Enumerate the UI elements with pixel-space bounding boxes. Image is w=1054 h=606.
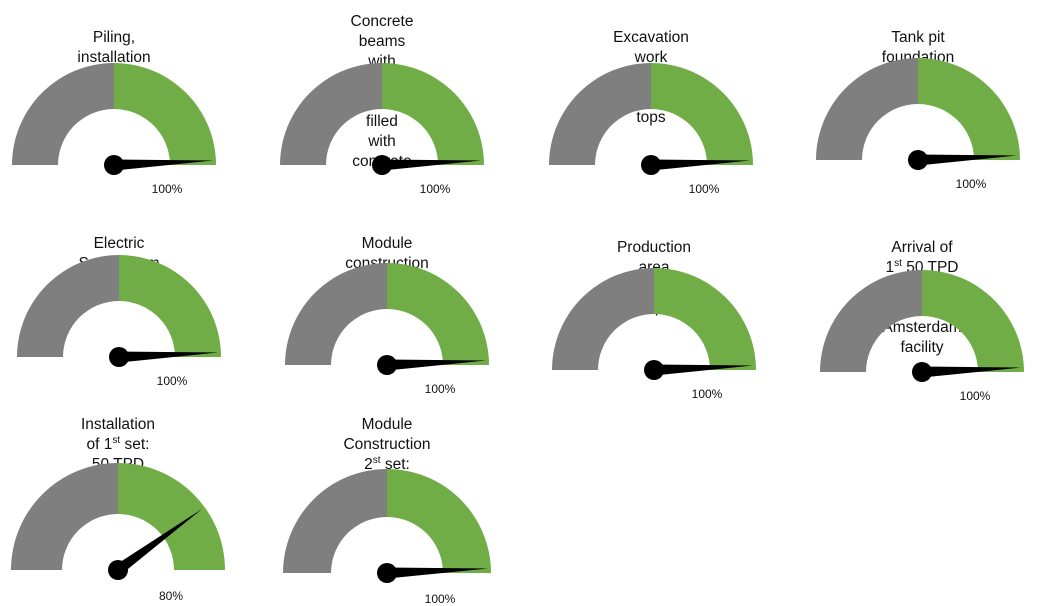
gauge-needle-hub: [108, 560, 128, 580]
gauge-value-label: 100%: [419, 182, 451, 196]
gauge-arc-left: [280, 63, 382, 165]
gauge-arc-right: [114, 63, 216, 165]
gauge-needle-hub: [377, 563, 397, 583]
gauge-arc-right: [119, 255, 221, 357]
gauge-needle: [917, 154, 1017, 166]
gauge-arc-left: [820, 270, 922, 372]
gauge-arc-left: [17, 255, 119, 357]
gauge-needle-hub: [109, 347, 129, 367]
gauge-value-label: 100%: [424, 382, 456, 396]
gauge-needle: [381, 159, 481, 171]
gauge-title-line: Module Construction 2st set:: [343, 415, 430, 475]
gauge-arc-right: [918, 58, 1020, 160]
gauge-needle-hub: [644, 360, 664, 380]
gauge-needle: [650, 159, 750, 171]
gauge-value-label: 100%: [691, 387, 723, 401]
gauge-needle-hub: [641, 155, 661, 175]
gauge-title-text: tops: [636, 109, 666, 126]
gauge-title-text: set:: [380, 456, 410, 473]
gauge-title-text: Module Construction 2: [343, 416, 431, 473]
gauge-arc-right: [118, 463, 225, 570]
gauge-title-superscript: st: [112, 434, 121, 446]
gauge-arc-right: [387, 263, 489, 365]
gauge-arc-right: [382, 63, 484, 165]
gauge-value-label: 100%: [955, 177, 987, 191]
gauge-arc-left: [816, 58, 918, 160]
gauge-arc-left: [549, 63, 651, 165]
gauge-needle: [113, 159, 213, 171]
gauge-arc-right: [922, 270, 1024, 372]
gauge-arc-right: [654, 268, 756, 370]
gauge-value-label: 100%: [156, 374, 188, 388]
gauge-arc-right: [387, 469, 491, 573]
gauge-value-label: 100%: [151, 182, 183, 196]
gauge-value-label: 100%: [688, 182, 720, 196]
gauge-needle: [114, 508, 203, 575]
gauge-needle-hub: [104, 155, 124, 175]
gauge-needle: [653, 364, 753, 376]
gauge-needle-hub: [912, 362, 932, 382]
gauge-value-label: 80%: [158, 589, 184, 603]
gauge-needle-hub: [377, 355, 397, 375]
gauge-title-superscript: st: [372, 454, 381, 466]
gauge-needle: [386, 359, 486, 371]
gauge-arc-right: [651, 63, 753, 165]
gauge-needle: [118, 351, 218, 363]
gauge-value-label: 100%: [424, 592, 456, 606]
gauge-needle-hub: [908, 150, 928, 170]
gauge-arc-left: [283, 469, 387, 573]
gauge-title-line: tops: [613, 108, 689, 128]
gauge-title-text: Installation of 1: [80, 416, 156, 453]
gauge-arc-left: [11, 463, 118, 570]
gauge-arc-left: [285, 263, 387, 365]
gauge-arc-left: [12, 63, 114, 165]
gauge-needle: [386, 567, 488, 579]
gauge-arc-left: [552, 268, 654, 370]
gauge-title-superscript: st: [894, 257, 902, 269]
gauge-value-label: 100%: [959, 389, 991, 403]
gauge-title-text: Arrival of 1: [885, 239, 953, 276]
gauge-needle: [921, 366, 1021, 378]
gauge-needle-hub: [372, 155, 392, 175]
